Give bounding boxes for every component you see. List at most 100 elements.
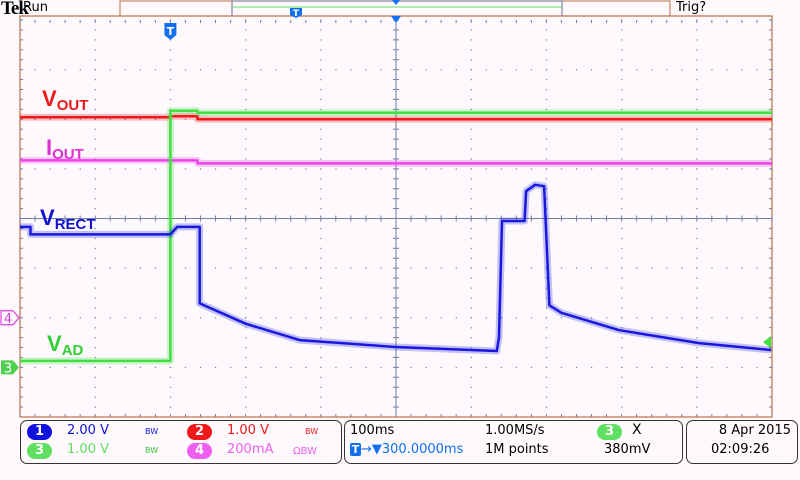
grid-dot: [410, 317, 412, 319]
ch4-badge[interactable]: 4: [187, 443, 212, 459]
grid-dot: [169, 98, 172, 101]
grid-dot: [79, 168, 81, 170]
grid-dot: [320, 59, 322, 61]
grid-dot: [94, 168, 96, 170]
grid-dot: [470, 396, 472, 398]
grid-dot: [94, 29, 96, 31]
grid-dot: [440, 267, 442, 269]
trigger-time-marker-label: T: [167, 25, 175, 38]
grid-dot: [621, 337, 623, 339]
grid-dot: [94, 337, 96, 339]
grid-dot: [290, 168, 292, 170]
grid-dot: [79, 317, 81, 319]
grid-dot: [470, 347, 472, 349]
grid-dot: [621, 98, 623, 101]
grid-dot: [169, 39, 172, 41]
grid-dot: [470, 88, 472, 91]
grid-dot: [726, 69, 728, 71]
grid-dot: [545, 49, 548, 51]
grid-dot: [696, 158, 698, 160]
grid-dot: [154, 118, 157, 120]
timebase-panel[interactable]: 100ms T →▼300.0000ms 1.00MS/s 1M points 3…: [344, 420, 683, 464]
grid-dot: [425, 168, 427, 170]
grid-dot: [696, 108, 698, 111]
grid-dot: [260, 317, 262, 319]
ch3-badge[interactable]: 3: [27, 443, 52, 459]
grid-dot: [245, 247, 247, 249]
grid-dot: [696, 386, 698, 388]
grid-dot: [320, 297, 322, 299]
grid-dot: [124, 267, 126, 269]
grid-dot: [606, 366, 608, 369]
grid-dot: [49, 69, 51, 71]
grid-dot: [621, 49, 623, 51]
grid-dot: [440, 317, 442, 319]
grid-dot: [651, 267, 653, 269]
grid-dot: [636, 317, 638, 319]
record-trigger-marker: [290, 8, 302, 18]
grid-dot: [320, 337, 322, 339]
grid-dot: [290, 69, 292, 71]
grid-dot: [245, 188, 247, 190]
grid-dot: [606, 69, 608, 71]
grid-dot: [64, 267, 66, 269]
grid-dot: [696, 49, 698, 51]
ch4-scale[interactable]: 200mA: [227, 442, 274, 457]
grid-dot: [34, 317, 36, 319]
grid-dot: [711, 267, 713, 269]
grid-dot: [34, 366, 36, 369]
grid-dot: [245, 49, 247, 51]
grid-dot: [470, 376, 472, 378]
grid-dot: [94, 69, 96, 71]
grid-dot: [425, 267, 427, 269]
channel-settings-panel[interactable]: 1 2.00 V BW 2 1.00 V BW 3 1.00 V BW 4 20…: [20, 420, 342, 464]
grid-dot: [94, 138, 96, 140]
grid-dot: [756, 267, 758, 269]
grid-dot: [500, 69, 502, 71]
grid-dot: [320, 188, 322, 190]
trigger-source-badge[interactable]: 3: [597, 424, 622, 440]
grid-dot: [515, 267, 518, 269]
grid-dot: [621, 158, 623, 160]
grid-dot: [696, 227, 698, 230]
grid-dot: [260, 267, 262, 269]
grid-dot: [711, 168, 713, 170]
grid-dot: [199, 168, 202, 170]
grid-dot: [545, 138, 548, 140]
grid-dot: [681, 69, 683, 71]
grid-dot: [530, 69, 533, 71]
grid-dot: [275, 317, 277, 319]
grid-dot: [320, 267, 322, 269]
grid-dot: [470, 356, 472, 359]
grid-dot: [94, 406, 96, 408]
grid-dot: [94, 396, 96, 398]
grid-dot: [94, 79, 96, 81]
grid-dot: [696, 237, 698, 240]
horizontal-scale[interactable]: 100ms: [350, 423, 395, 438]
ch4-ground-marker: [0, 310, 20, 326]
grid-dot: [320, 178, 322, 180]
ch1-scale[interactable]: 2.00 V: [67, 423, 109, 438]
ch1-badge[interactable]: 1: [27, 424, 52, 440]
grid-dot: [470, 297, 472, 299]
ch2-scale[interactable]: 1.00 V: [227, 423, 269, 438]
grid-dot: [94, 347, 96, 349]
grid-dot: [350, 267, 352, 269]
grid-dot: [470, 148, 472, 150]
trigger-level[interactable]: 380mV: [604, 442, 651, 457]
grid-dot: [169, 376, 172, 378]
grid-dot: [94, 277, 96, 279]
grid-dot: [184, 366, 187, 369]
ch2-badge[interactable]: 2: [187, 424, 212, 440]
grid-dot: [545, 307, 548, 309]
grid-dot: [545, 128, 548, 130]
ch3-scale[interactable]: 1.00 V: [67, 442, 109, 457]
grid-dot: [320, 98, 322, 101]
grid-dot: [666, 168, 668, 170]
trigger-position-icon: T: [350, 443, 361, 456]
grid-dot: [64, 366, 66, 369]
horizontal-position[interactable]: T →▼300.0000ms: [350, 442, 464, 457]
grid-dot: [470, 39, 472, 41]
grid-dot: [320, 237, 322, 240]
grid-dot: [350, 317, 352, 319]
